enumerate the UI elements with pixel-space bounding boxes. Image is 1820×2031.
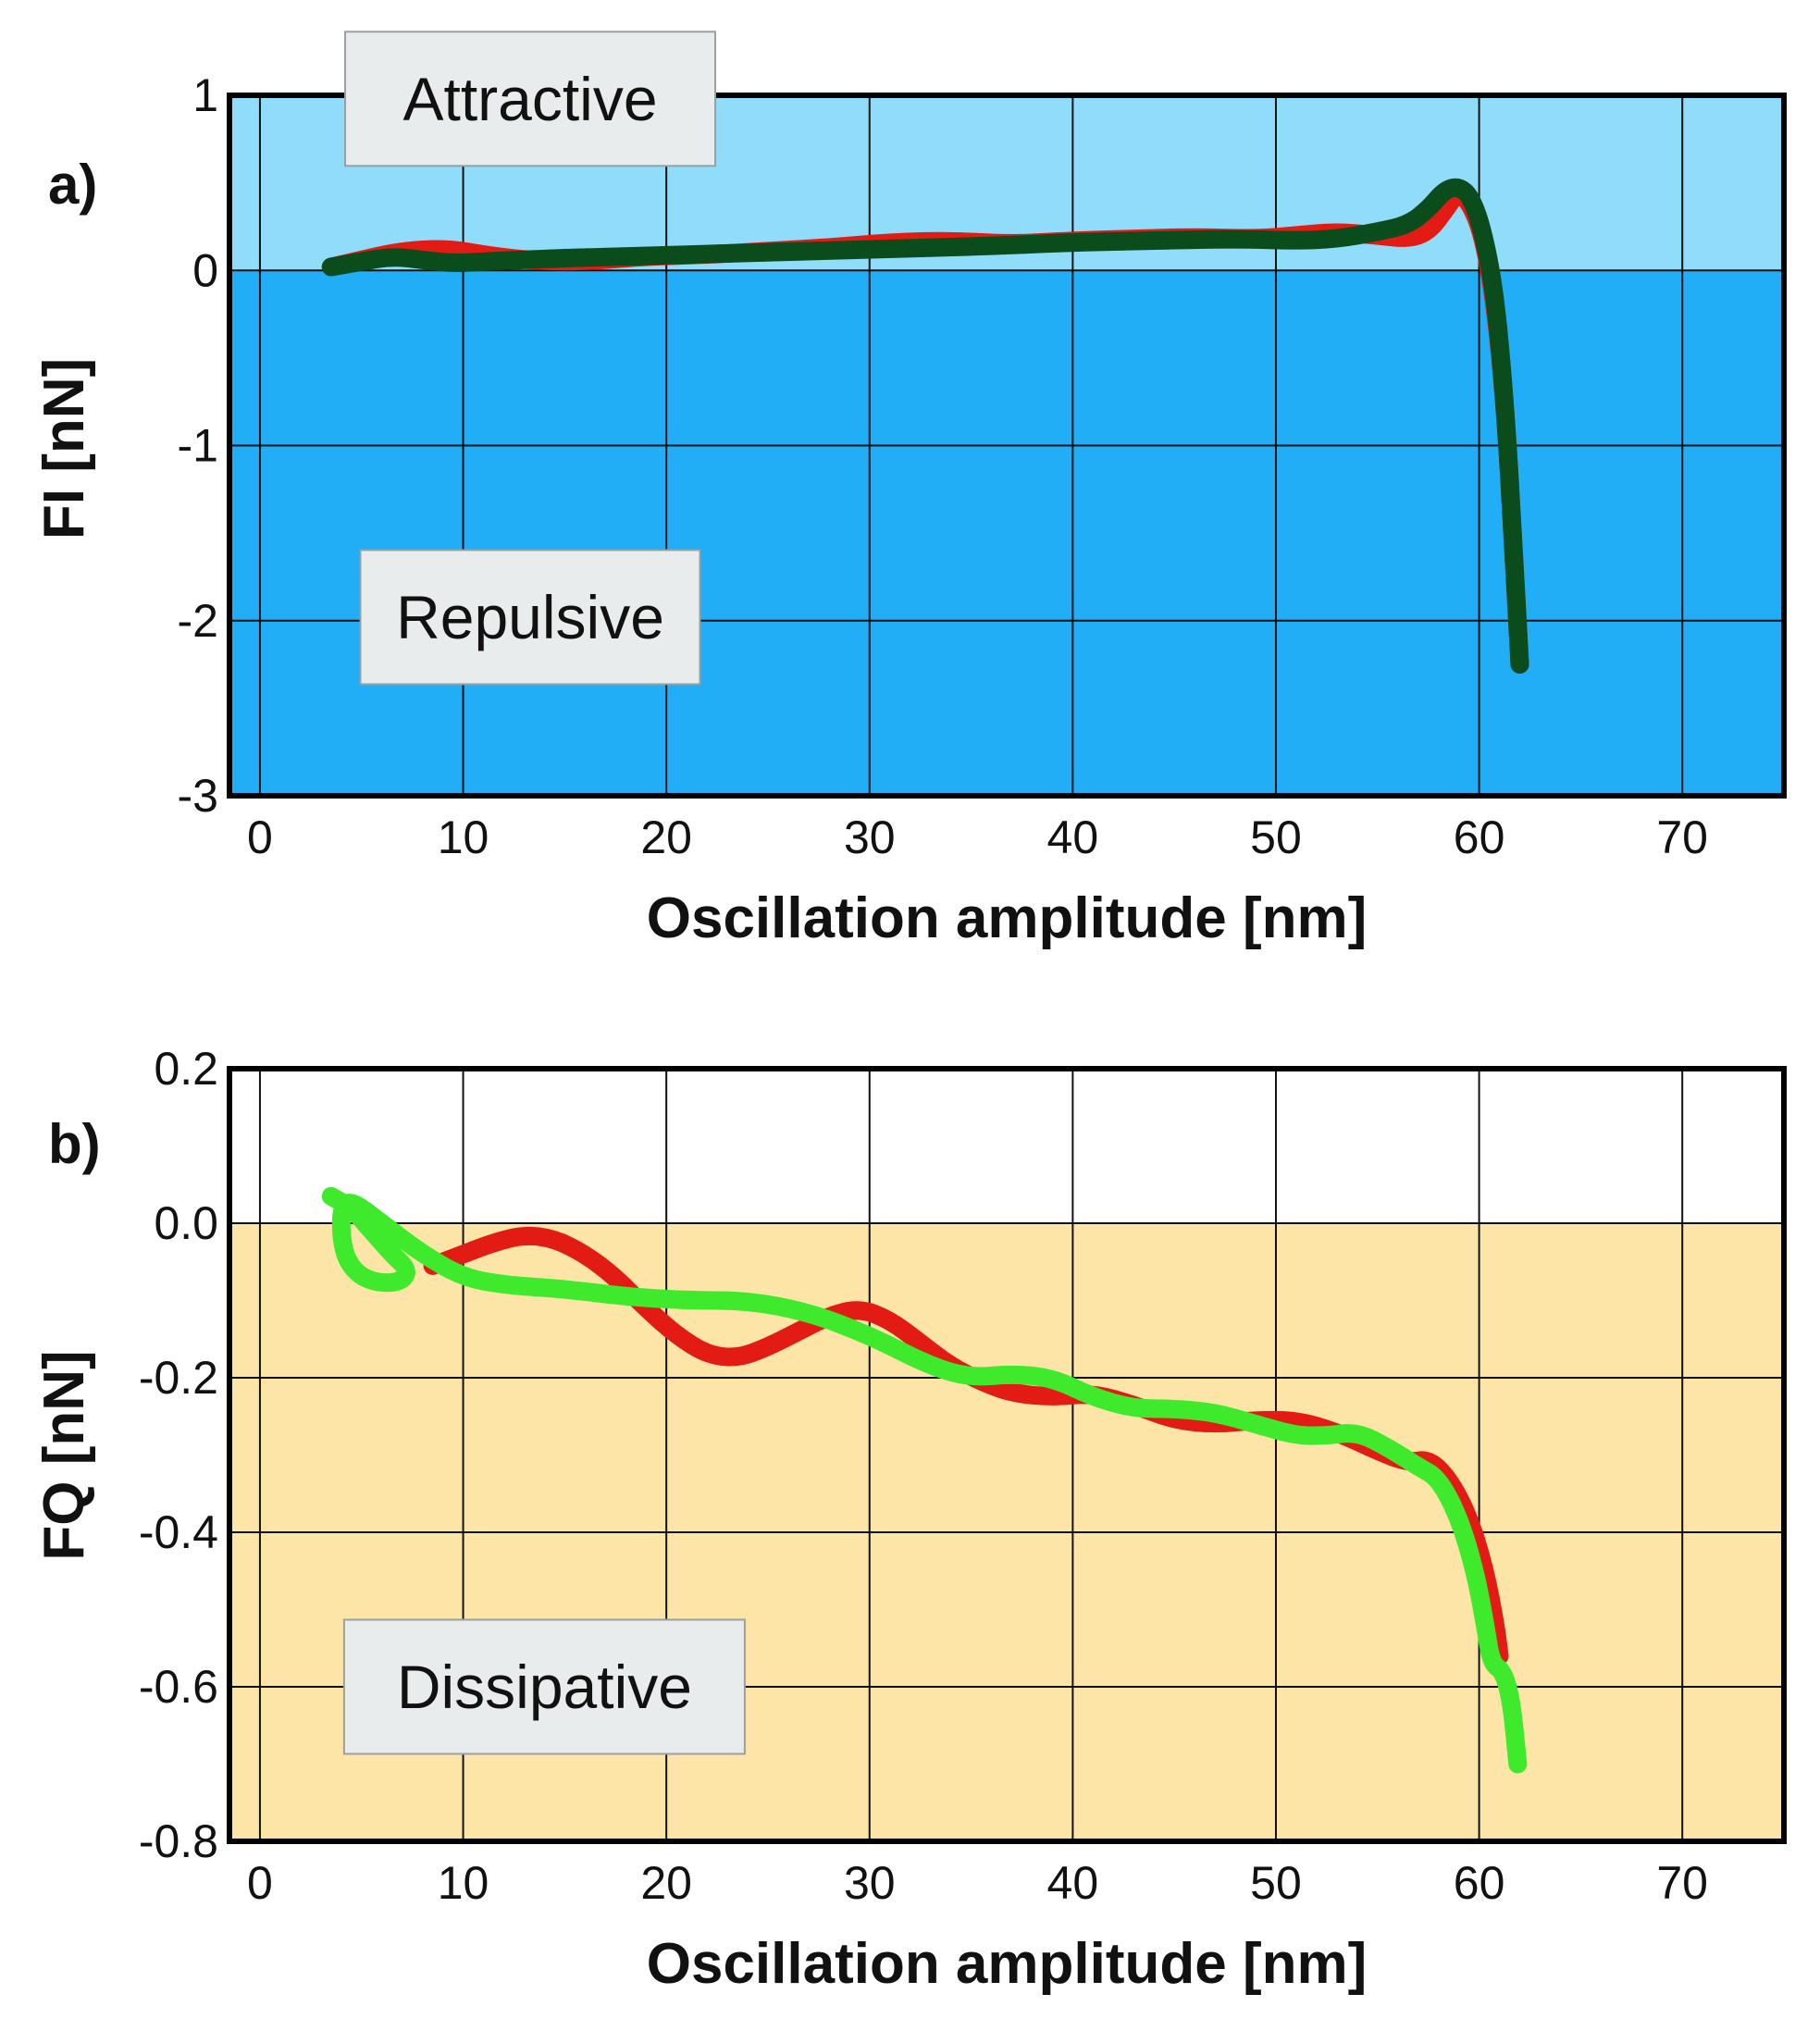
x-tick-label-b-1: 10 — [438, 1857, 489, 1909]
y-tick-label-b-2: -0.2 — [139, 1352, 218, 1404]
region-label-box-a-1 — [359, 549, 701, 686]
plot-frame-b — [227, 1066, 1787, 1844]
x-tick-label-b-7: 70 — [1656, 1857, 1708, 1909]
x-tick-label-b-2: 20 — [640, 1857, 692, 1909]
x-axis-title-a: Oscillation amplitude [nm] — [647, 886, 1368, 950]
region-label-b-0: Dissipative — [397, 1653, 692, 1721]
region-label-box-b-0 — [342, 1618, 746, 1755]
y-tick-label-b-4: -0.6 — [139, 1661, 218, 1713]
region-label-a-0: Attractive — [402, 65, 657, 133]
x-tick-label-b-3: 30 — [844, 1857, 896, 1909]
x-tick-label-a-7: 70 — [1656, 811, 1708, 863]
x-tick-labels-a: 0 10 20 30 40 50 60 70 — [247, 811, 1708, 863]
regions-a — [229, 95, 1784, 796]
y-tick-label-b-1: 0.0 — [154, 1197, 218, 1249]
x-tick-label-a-0: 0 — [247, 811, 273, 863]
y-tick-label-a-0: 1 — [192, 69, 218, 121]
region-label-a-1: Repulsive — [396, 583, 664, 651]
x-axis-title-b: Oscillation amplitude [nm] — [647, 1932, 1368, 1996]
x-tick-label-a-5: 50 — [1250, 811, 1302, 863]
y-tick-label-a-3: -2 — [178, 595, 218, 647]
y-axis-title-b: FQ [nN] — [32, 1350, 96, 1560]
x-tick-label-b-6: 60 — [1454, 1857, 1505, 1909]
x-tick-label-a-6: 60 — [1454, 811, 1505, 863]
panel-a: 0 10 20 30 40 50 60 70 10-1-2-3 AttractiveRepul… — [32, 31, 1787, 950]
panel-label-a: a) — [48, 154, 97, 216]
y-tick-label-b-5: -0.8 — [139, 1815, 218, 1867]
series-b — [321, 1186, 1528, 1774]
y-tick-label-a-4: -3 — [178, 770, 218, 822]
panel-label-b: b) — [48, 1113, 101, 1175]
x-tick-label-a-2: 20 — [640, 811, 692, 863]
x-tick-label-a-3: 30 — [844, 811, 896, 863]
y-axis-title-a: FI [nN] — [32, 358, 96, 539]
x-tick-labels-b: 0 10 20 30 40 50 60 70 — [247, 1857, 1708, 1909]
y-tick-labels-b: 0.2 0.0 -0.2 -0.4 -0.6 -0.8 — [139, 1043, 218, 1867]
series-line-b-green — [321, 1186, 1528, 1774]
y-tick-label-a-1: 0 — [192, 244, 218, 296]
plot-frame-a — [227, 93, 1787, 799]
region-labels-a: Attractive Repulsive — [344, 31, 717, 686]
series-line-a-green — [321, 178, 1529, 675]
y-tick-label-b-0: 0.2 — [154, 1043, 218, 1095]
x-tick-label-a-4: 40 — [1047, 811, 1099, 863]
region-label-box-a-0 — [344, 31, 717, 167]
region-band-b-0 — [229, 1069, 1784, 1223]
y-tick-label-b-3: -0.4 — [139, 1506, 218, 1558]
x-tick-label-b-0: 0 — [247, 1857, 273, 1909]
panel-b: 0 10 20 30 40 50 60 70 0.2 0.0 -0.2 -0.4 -0.6 -0.8 D… — [32, 1043, 1787, 1996]
series-a — [321, 178, 1529, 675]
region-band-a-1 — [229, 270, 1784, 796]
y-tick-labels-a: 1 0 -1 -2 -3 — [178, 69, 218, 822]
x-tick-label-a-1: 10 — [438, 811, 489, 863]
x-tick-label-b-5: 50 — [1250, 1857, 1302, 1909]
x-tick-label-b-4: 40 — [1047, 1857, 1099, 1909]
region-labels-b: Dissipative — [342, 1618, 746, 1755]
y-tick-label-a-2: -1 — [178, 420, 218, 472]
